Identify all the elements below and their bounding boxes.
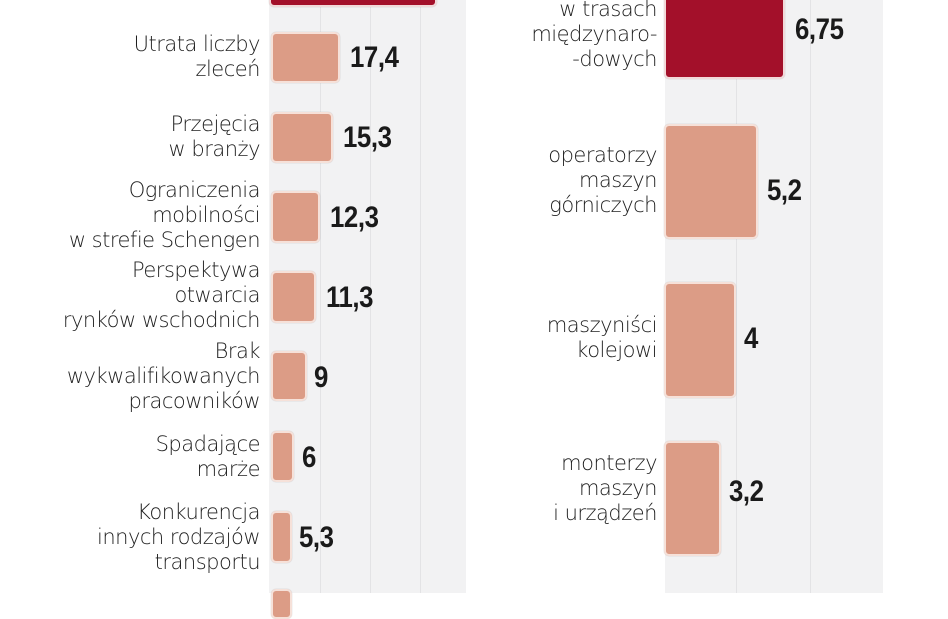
left-label-utrata-liczby-zlecen: Utrata liczby zleceń bbox=[133, 32, 261, 81]
left-value-przejecia-w-branzy: 15,3 bbox=[343, 121, 392, 154]
left-gridline-2 bbox=[370, 0, 371, 593]
left-value-ograniczenia-mobilnosci: 12,3 bbox=[330, 201, 379, 234]
left-bar-perspektywa-otwarcia bbox=[271, 271, 316, 323]
left-label-konkurencja-transportu: Konkurencja innych rodzajów transportu bbox=[96, 500, 261, 574]
left-gridline-3 bbox=[420, 0, 421, 593]
left-bar-top-highlight bbox=[269, 0, 437, 7]
right-value-operatorzy-maszyn-gorniczych: 5,2 bbox=[767, 174, 802, 207]
left-bar-bottom-partial bbox=[271, 589, 292, 619]
left-bar-brak-pracownikow bbox=[271, 351, 307, 401]
right-label-monterzy-maszyn-i-urzadzen: monterzy maszyn i urządzeń bbox=[553, 451, 657, 525]
right-bar-maszynisci-kolejowi bbox=[664, 282, 736, 398]
left-label-brak-pracownikow: Brak wykwalifikowanych pracowników bbox=[66, 339, 261, 413]
left-bar-ograniczenia-mobilnosci bbox=[271, 191, 320, 243]
right-label-w-trasach-miedzynarodowych: w trasach międzynaro- -dowych bbox=[531, 0, 657, 71]
left-bar-przejecia-w-branzy bbox=[271, 112, 333, 163]
left-value-brak-pracownikow: 9 bbox=[314, 361, 328, 394]
left-gridline-1 bbox=[320, 0, 321, 593]
left-bar-utrata-liczby-zlecen bbox=[271, 32, 340, 83]
right-gridline-1 bbox=[736, 0, 737, 593]
right-gridline-2 bbox=[810, 0, 811, 593]
left-bar-konkurencja-transportu bbox=[271, 511, 292, 563]
right-bar-w-trasach-miedzynarodowych bbox=[664, 0, 785, 79]
right-value-w-trasach-miedzynarodowych: 6,75 bbox=[795, 13, 844, 46]
left-value-perspektywa-otwarcia: 11,3 bbox=[326, 281, 374, 314]
right-label-operatorzy-maszyn-gorniczych: operatorzy maszyn górniczych bbox=[548, 143, 657, 217]
right-bar-operatorzy-maszyn-gorniczych bbox=[664, 124, 758, 239]
left-bar-spadajace-marze bbox=[271, 431, 294, 482]
left-value-utrata-liczby-zlecen: 17,4 bbox=[350, 41, 399, 74]
left-value-konkurencja-transportu: 5,3 bbox=[299, 521, 334, 554]
left-label-spadajace-marze: Spadające marże bbox=[155, 432, 261, 481]
left-label-przejecia-w-branzy: Przejęcia w branży bbox=[168, 112, 261, 161]
left-label-perspektywa-otwarcia: Perspektywa otwarcia rynków wschodnich bbox=[62, 258, 261, 332]
right-bar-monterzy-maszyn-i-urzadzen bbox=[664, 441, 721, 556]
right-value-monterzy-maszyn-i-urzadzen: 3,2 bbox=[729, 475, 764, 508]
right-value-maszynisci-kolejowi: 4 bbox=[744, 322, 758, 355]
left-value-spadajace-marze: 6 bbox=[302, 441, 316, 474]
right-label-maszynisci-kolejowi: maszyniści kolejowi bbox=[546, 313, 658, 362]
left-label-ograniczenia-mobilnosci: Ograniczenia mobilności w strefie Scheng… bbox=[68, 178, 261, 252]
